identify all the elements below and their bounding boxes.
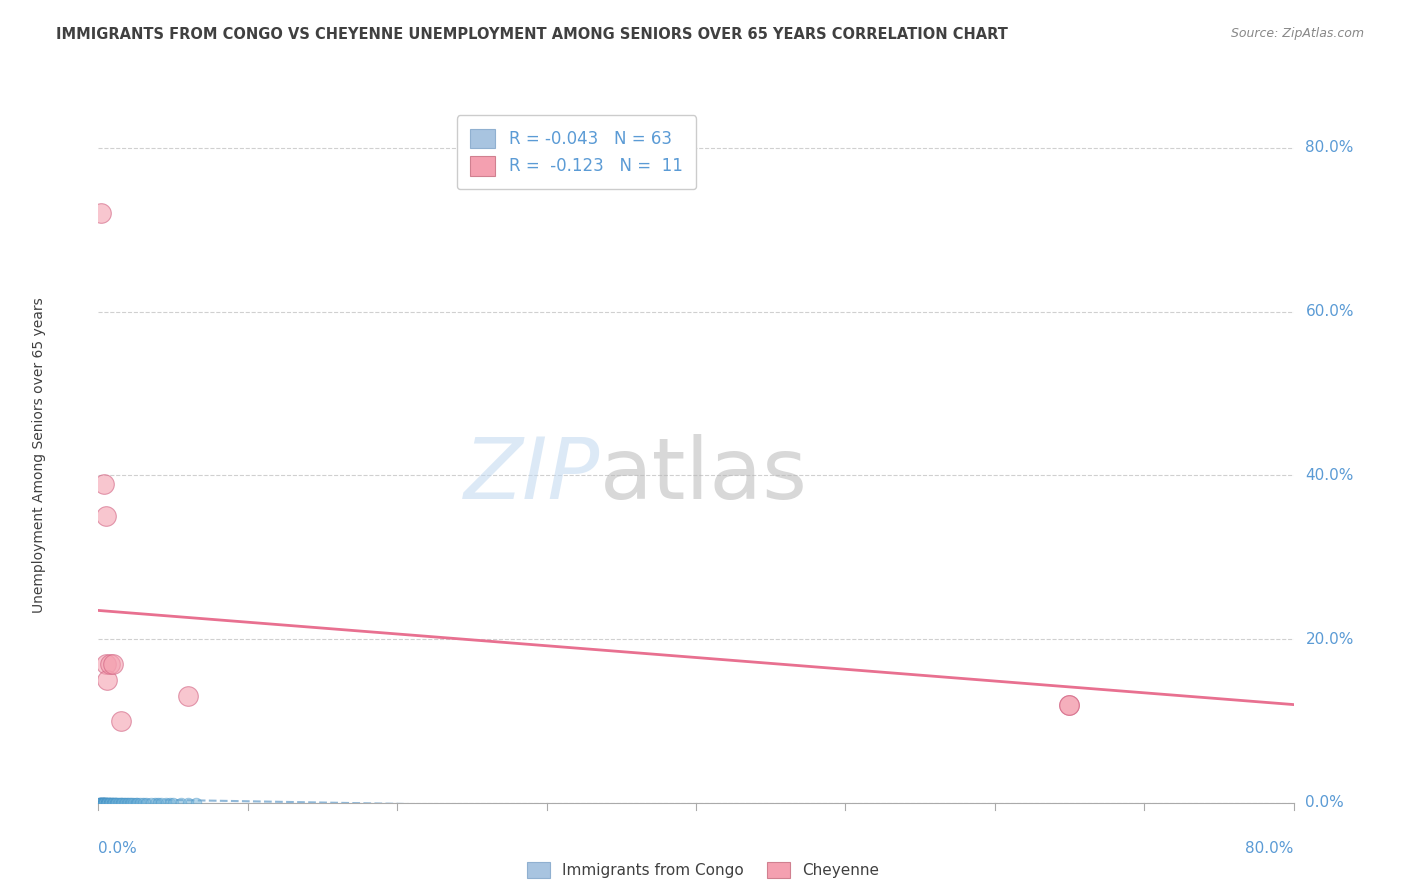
Point: [90, 796, 112, 810]
Point: [103, 657, 125, 671]
Point: [90, 796, 112, 810]
Text: atlas: atlas: [600, 434, 808, 517]
Point: [93, 476, 115, 491]
Text: 80.0%: 80.0%: [1246, 841, 1294, 856]
Point: [89, 796, 111, 810]
Point: [127, 796, 149, 810]
Point: [169, 796, 191, 810]
Point: [96, 796, 118, 810]
Point: [94, 796, 117, 810]
Point: [101, 796, 124, 810]
Point: [96, 673, 118, 687]
Text: IMMIGRANTS FROM CONGO VS CHEYENNE UNEMPLOYMENT AMONG SENIORS OVER 65 YEARS CORRE: IMMIGRANTS FROM CONGO VS CHEYENNE UNEMPL…: [56, 27, 1008, 42]
Point: [1059, 698, 1081, 712]
Point: [101, 796, 124, 810]
Point: [112, 796, 135, 810]
Point: [98, 796, 122, 810]
Point: [94, 509, 117, 524]
Point: [177, 690, 200, 704]
Point: [114, 796, 136, 810]
Point: [97, 796, 120, 810]
Legend: Immigrants from Congo, Cheyenne: Immigrants from Congo, Cheyenne: [520, 856, 886, 884]
Point: [91, 796, 114, 810]
Point: [177, 796, 200, 810]
Text: 60.0%: 60.0%: [1305, 304, 1354, 319]
Point: [90, 206, 112, 220]
Point: [94, 657, 117, 671]
Point: [132, 796, 155, 810]
Point: [105, 796, 128, 810]
Point: [97, 796, 120, 810]
Point: [93, 796, 115, 810]
Point: [139, 796, 162, 810]
Point: [110, 796, 132, 810]
Point: [97, 796, 120, 810]
Point: [159, 796, 181, 810]
Point: [91, 796, 114, 810]
Point: [103, 796, 125, 810]
Point: [89, 796, 111, 810]
Point: [150, 796, 173, 810]
Point: [110, 714, 132, 728]
Point: [121, 796, 143, 810]
Point: [90, 796, 112, 810]
Point: [125, 796, 148, 810]
Point: [108, 796, 131, 810]
Point: [94, 796, 117, 810]
Point: [155, 796, 177, 810]
Point: [104, 796, 127, 810]
Point: [162, 796, 184, 810]
Point: [111, 796, 134, 810]
Point: [91, 796, 114, 810]
Point: [94, 796, 117, 810]
Point: [98, 657, 122, 671]
Text: ZIP: ZIP: [464, 434, 600, 517]
Point: [93, 796, 115, 810]
Point: [91, 796, 114, 810]
Point: [1059, 698, 1081, 712]
Point: [93, 796, 115, 810]
Point: [104, 796, 127, 810]
Text: 40.0%: 40.0%: [1305, 468, 1354, 483]
Point: [118, 796, 141, 810]
Point: [129, 796, 152, 810]
Point: [117, 796, 139, 810]
Legend: R = -0.043   N = 63, R =  -0.123   N =  11: R = -0.043 N = 63, R = -0.123 N = 11: [457, 115, 696, 189]
Point: [96, 796, 118, 810]
Point: [184, 796, 207, 810]
Text: 0.0%: 0.0%: [1305, 796, 1344, 810]
Point: [96, 796, 118, 810]
Point: [120, 796, 142, 810]
Text: 80.0%: 80.0%: [1305, 140, 1354, 155]
Text: 20.0%: 20.0%: [1305, 632, 1354, 647]
Point: [143, 796, 166, 810]
Point: [98, 796, 122, 810]
Point: [94, 796, 117, 810]
Point: [148, 796, 170, 810]
Point: [90, 796, 112, 810]
Point: [135, 796, 157, 810]
Point: [103, 796, 125, 810]
Text: Unemployment Among Seniors over 65 years: Unemployment Among Seniors over 65 years: [32, 297, 45, 613]
Point: [89, 796, 111, 810]
Point: [110, 796, 132, 810]
Point: [91, 796, 114, 810]
Point: [115, 796, 138, 810]
Text: Source: ZipAtlas.com: Source: ZipAtlas.com: [1230, 27, 1364, 40]
Point: [105, 796, 128, 810]
Point: [93, 796, 115, 810]
Text: 0.0%: 0.0%: [98, 841, 138, 856]
Point: [107, 796, 129, 810]
